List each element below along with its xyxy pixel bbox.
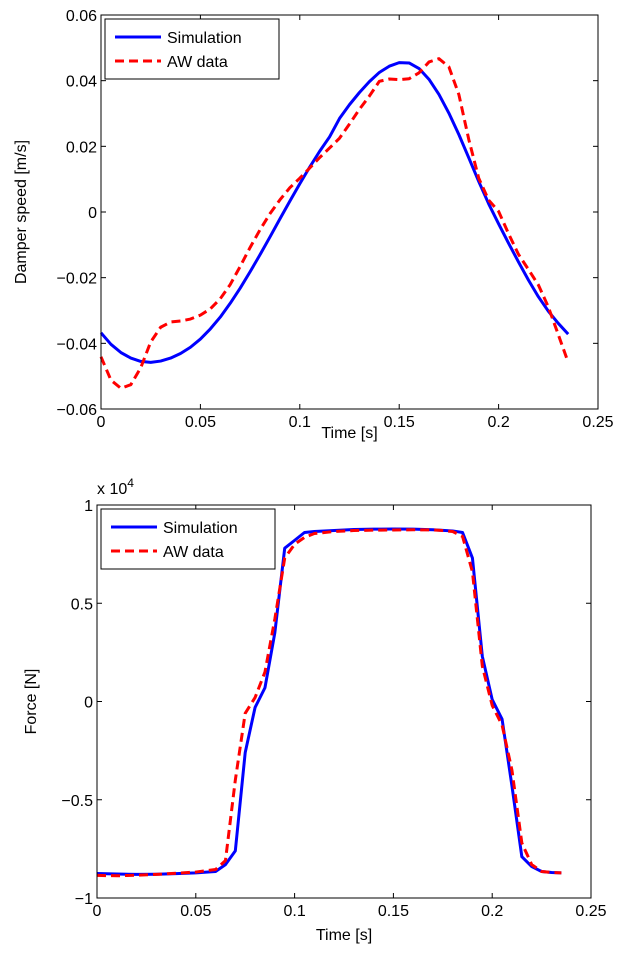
plot-area: [97, 505, 591, 898]
x-tick-label: 0.2: [481, 903, 503, 920]
legend-label: Simulation: [167, 30, 242, 47]
x-tick-label: 0: [93, 903, 102, 920]
legend-label: AW data: [163, 544, 224, 561]
legend-box: [100, 508, 276, 570]
x-tick-label: 0.15: [384, 414, 415, 431]
legend: Simulation AW data: [100, 508, 276, 570]
chart-1: 0 0.05 0.1 0.15 0.2 0.25 −0.06 −0.04 −0.02 0 0.02 0…: [13, 8, 614, 442]
x-tick-label: 0.15: [378, 903, 409, 920]
y-tick-label: 0.04: [66, 74, 97, 91]
y-tick-label: 0.02: [66, 139, 97, 156]
y-tick-label: 1: [84, 498, 93, 515]
x-tick-label: 0.05: [180, 903, 211, 920]
x-tick-label: 0.25: [582, 414, 613, 431]
legend-label: AW data: [167, 54, 228, 71]
y-tick-label: 0: [88, 205, 97, 222]
legend: Simulation AW data: [104, 18, 280, 80]
x-tick-label: 0.1: [283, 903, 305, 920]
x-tick-label: 0.05: [185, 414, 216, 431]
legend-label: Simulation: [163, 520, 238, 537]
x-tick-label: 0.25: [575, 903, 606, 920]
legend-box: [104, 18, 280, 80]
series-line-aw-data: [96, 528, 562, 878]
x-axis-label: Time [s]: [316, 927, 372, 944]
y-tick-label: −0.06: [57, 402, 98, 419]
x-axis-label: Time [s]: [321, 425, 377, 442]
y-tick-label: 0.5: [71, 596, 93, 613]
exponent-power: 4: [127, 476, 134, 490]
x-tick-label: 0: [97, 414, 106, 431]
y-tick-label: −0.5: [61, 793, 93, 810]
chart-2: 0 0.05 0.1 0.15 0.2 0.25 −1 −0.5 0 0.5 1x 104 Time …: [23, 476, 607, 944]
y-axis-label: Force [N]: [23, 669, 40, 735]
y-tick-label: −1: [75, 891, 93, 908]
y-tick-label: 0.06: [66, 8, 97, 25]
y-tick-label: −0.04: [57, 336, 98, 353]
x-tick-label: 0.2: [487, 414, 509, 431]
x-tick-label: 0.1: [289, 414, 311, 431]
series-line-aw-data: [99, 57, 570, 390]
plot-area: [101, 15, 598, 409]
y-axis-label: Damper speed [m/s]: [13, 140, 30, 284]
y-tick-label: 0: [84, 695, 93, 712]
y-tick-label: −0.02: [57, 271, 98, 288]
exponent-label: x 104: [97, 476, 134, 498]
series-line-simulation: [99, 61, 570, 364]
